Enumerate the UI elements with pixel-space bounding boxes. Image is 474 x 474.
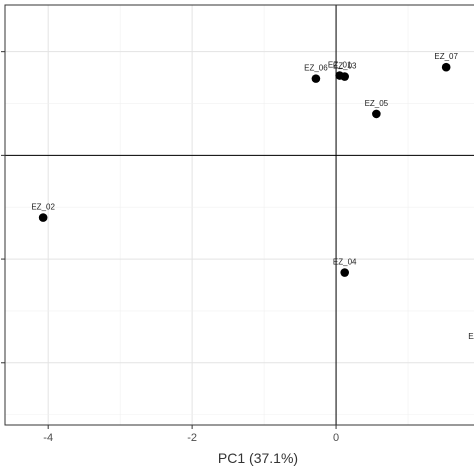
x-axis-title: PC1 (37.1%) <box>218 450 298 466</box>
data-point <box>441 62 451 72</box>
point-label: EZ_08 <box>468 332 474 341</box>
data-point <box>311 74 321 83</box>
point-label: EZ_01 <box>328 61 352 70</box>
data-points: EZ_01 EZ_02 EZ_03 EZ_04 EZ_05 EZ_06 EZ_07 EZ_08 <box>31 52 474 341</box>
data-point <box>38 213 48 222</box>
point-label: EZ_04 <box>333 258 357 267</box>
point-label: EZ_02 <box>31 203 55 212</box>
point-label: EZ_06 <box>304 64 328 73</box>
axis-ticks: -4-202 <box>1 51 339 444</box>
x-tick-label: -2 <box>187 432 197 444</box>
panel-background <box>5 5 474 425</box>
data-point <box>340 72 349 81</box>
x-tick-label: 0 <box>333 432 339 444</box>
point-label: EZ_05 <box>365 99 389 108</box>
point-label: EZ_07 <box>434 52 458 61</box>
point-label: EZ_03 <box>333 62 357 71</box>
data-point <box>372 109 381 119</box>
panel-border <box>4 4 474 426</box>
data-point <box>340 268 349 277</box>
x-tick-label: -4 <box>43 432 53 444</box>
